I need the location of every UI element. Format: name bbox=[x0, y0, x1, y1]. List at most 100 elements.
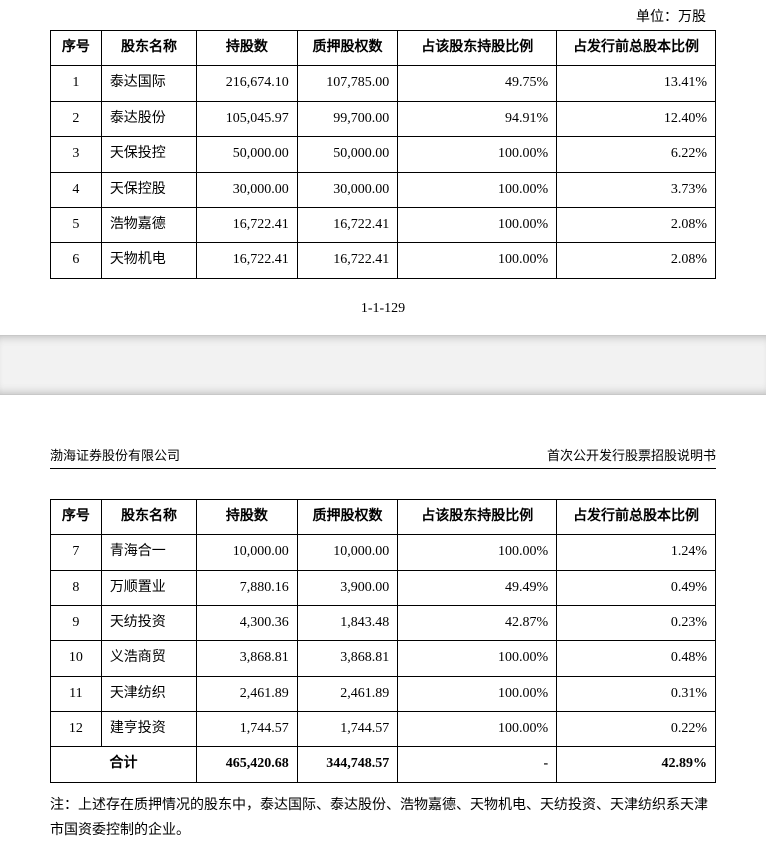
col-idx: 序号 bbox=[51, 499, 102, 534]
page-number: 1-1-129 bbox=[50, 301, 716, 317]
cell-idx: 12 bbox=[51, 712, 102, 747]
cell-name: 天津纺织 bbox=[101, 676, 196, 711]
cell-pct-holder: 100.00% bbox=[398, 137, 557, 172]
cell-pct-total: 0.22% bbox=[557, 712, 716, 747]
unit-label: 单位：万股 bbox=[50, 6, 706, 26]
col-shares: 持股数 bbox=[197, 31, 298, 66]
cell-pct-holder: 100.00% bbox=[398, 535, 557, 570]
cell-idx: 10 bbox=[51, 641, 102, 676]
cell-idx: 11 bbox=[51, 676, 102, 711]
table-row: 6天物机电16,722.4116,722.41100.00%2.08% bbox=[51, 243, 716, 278]
page-header: 渤海证券股份有限公司 首次公开发行股票招股说明书 bbox=[50, 395, 716, 469]
cell-shares: 4,300.36 bbox=[197, 605, 298, 640]
cell-pct-total: 0.31% bbox=[557, 676, 716, 711]
col-pct-holder: 占该股东持股比例 bbox=[398, 31, 557, 66]
cell-pct-total: 12.40% bbox=[557, 101, 716, 136]
cell-pct-total: 2.08% bbox=[557, 243, 716, 278]
table-row: 11天津纺织2,461.892,461.89100.00%0.31% bbox=[51, 676, 716, 711]
cell-idx: 4 bbox=[51, 172, 102, 207]
cell-shares: 10,000.00 bbox=[197, 535, 298, 570]
cell-name: 泰达国际 bbox=[101, 66, 196, 101]
cell-name: 天纺投资 bbox=[101, 605, 196, 640]
cell-idx: 9 bbox=[51, 605, 102, 640]
cell-pct-holder: 100.00% bbox=[398, 207, 557, 242]
cell-pct-holder: 49.49% bbox=[398, 570, 557, 605]
cell-pct-total: 0.49% bbox=[557, 570, 716, 605]
cell-idx: 1 bbox=[51, 66, 102, 101]
header-right: 首次公开发行股票招股说明书 bbox=[547, 445, 716, 464]
cell-idx: 3 bbox=[51, 137, 102, 172]
shareholder-table-1: 序号 股东名称 持股数 质押股权数 占该股东持股比例 占发行前总股本比例 1泰达… bbox=[50, 30, 716, 279]
cell-pct-total: 3.73% bbox=[557, 172, 716, 207]
cell-pct-holder: 100.00% bbox=[398, 243, 557, 278]
cell-name: 泰达股份 bbox=[101, 101, 196, 136]
table-row: 1泰达国际216,674.10107,785.0049.75%13.41% bbox=[51, 66, 716, 101]
cell-pct-total: 2.08% bbox=[557, 207, 716, 242]
cell-pledged: 1,843.48 bbox=[297, 605, 398, 640]
cell-name: 建亨投资 bbox=[101, 712, 196, 747]
page-2: 渤海证券股份有限公司 首次公开发行股票招股说明书 序号 股东名称 持股数 质押股… bbox=[0, 395, 766, 843]
cell-idx: 6 bbox=[51, 243, 102, 278]
table-header-row: 序号 股东名称 持股数 质押股权数 占该股东持股比例 占发行前总股本比例 bbox=[51, 499, 716, 534]
cell-shares: 216,674.10 bbox=[197, 66, 298, 101]
total-pledged: 344,748.57 bbox=[297, 747, 398, 782]
shareholder-table-2: 序号 股东名称 持股数 质押股权数 占该股东持股比例 占发行前总股本比例 7青海… bbox=[50, 499, 716, 783]
cell-pledged: 10,000.00 bbox=[297, 535, 398, 570]
cell-idx: 2 bbox=[51, 101, 102, 136]
cell-pct-total: 1.24% bbox=[557, 535, 716, 570]
cell-pledged: 99,700.00 bbox=[297, 101, 398, 136]
cell-shares: 105,045.97 bbox=[197, 101, 298, 136]
cell-name: 浩物嘉德 bbox=[101, 207, 196, 242]
table-row: 5浩物嘉德16,722.4116,722.41100.00%2.08% bbox=[51, 207, 716, 242]
cell-idx: 5 bbox=[51, 207, 102, 242]
cell-shares: 1,744.57 bbox=[197, 712, 298, 747]
total-row: 合计465,420.68344,748.57-42.89% bbox=[51, 747, 716, 782]
page-1: 单位：万股 序号 股东名称 持股数 质押股权数 占该股东持股比例 占发行前总股本… bbox=[0, 6, 766, 317]
col-idx: 序号 bbox=[51, 31, 102, 66]
cell-name: 天保投控 bbox=[101, 137, 196, 172]
cell-idx: 7 bbox=[51, 535, 102, 570]
cell-pledged: 30,000.00 bbox=[297, 172, 398, 207]
table-row: 8万顺置业7,880.163,900.0049.49%0.49% bbox=[51, 570, 716, 605]
cell-pct-total: 0.23% bbox=[557, 605, 716, 640]
col-pct-total: 占发行前总股本比例 bbox=[557, 31, 716, 66]
cell-pct-holder: 94.91% bbox=[398, 101, 557, 136]
cell-pledged: 50,000.00 bbox=[297, 137, 398, 172]
cell-name: 万顺置业 bbox=[101, 570, 196, 605]
total-pct-holder: - bbox=[398, 747, 557, 782]
col-pct-total: 占发行前总股本比例 bbox=[557, 499, 716, 534]
col-name: 股东名称 bbox=[101, 499, 196, 534]
cell-name: 天保控股 bbox=[101, 172, 196, 207]
col-pledged: 质押股权数 bbox=[297, 499, 398, 534]
cell-pledged: 2,461.89 bbox=[297, 676, 398, 711]
cell-shares: 7,880.16 bbox=[197, 570, 298, 605]
cell-shares: 2,461.89 bbox=[197, 676, 298, 711]
total-shares: 465,420.68 bbox=[197, 747, 298, 782]
header-left: 渤海证券股份有限公司 bbox=[50, 445, 180, 464]
table-row: 2泰达股份105,045.9799,700.0094.91%12.40% bbox=[51, 101, 716, 136]
table-row: 7青海合一10,000.0010,000.00100.00%1.24% bbox=[51, 535, 716, 570]
table-row: 12建亨投资1,744.571,744.57100.00%0.22% bbox=[51, 712, 716, 747]
cell-name: 天物机电 bbox=[101, 243, 196, 278]
cell-name: 义浩商贸 bbox=[101, 641, 196, 676]
cell-idx: 8 bbox=[51, 570, 102, 605]
cell-pledged: 16,722.41 bbox=[297, 207, 398, 242]
cell-pledged: 1,744.57 bbox=[297, 712, 398, 747]
table-header-row: 序号 股东名称 持股数 质押股权数 占该股东持股比例 占发行前总股本比例 bbox=[51, 31, 716, 66]
total-label: 合计 bbox=[51, 747, 197, 782]
cell-pct-total: 0.48% bbox=[557, 641, 716, 676]
cell-pct-holder: 100.00% bbox=[398, 172, 557, 207]
cell-pct-total: 6.22% bbox=[557, 137, 716, 172]
table-row: 9天纺投资4,300.361,843.4842.87%0.23% bbox=[51, 605, 716, 640]
cell-shares: 50,000.00 bbox=[197, 137, 298, 172]
cell-shares: 16,722.41 bbox=[197, 243, 298, 278]
cell-pct-holder: 100.00% bbox=[398, 641, 557, 676]
cell-pledged: 16,722.41 bbox=[297, 243, 398, 278]
cell-shares: 16,722.41 bbox=[197, 207, 298, 242]
total-pct-total: 42.89% bbox=[557, 747, 716, 782]
cell-pct-holder: 42.87% bbox=[398, 605, 557, 640]
table-row: 10义浩商贸3,868.813,868.81100.00%0.48% bbox=[51, 641, 716, 676]
cell-pct-holder: 100.00% bbox=[398, 712, 557, 747]
cell-pledged: 3,868.81 bbox=[297, 641, 398, 676]
table-row: 4天保控股30,000.0030,000.00100.00%3.73% bbox=[51, 172, 716, 207]
